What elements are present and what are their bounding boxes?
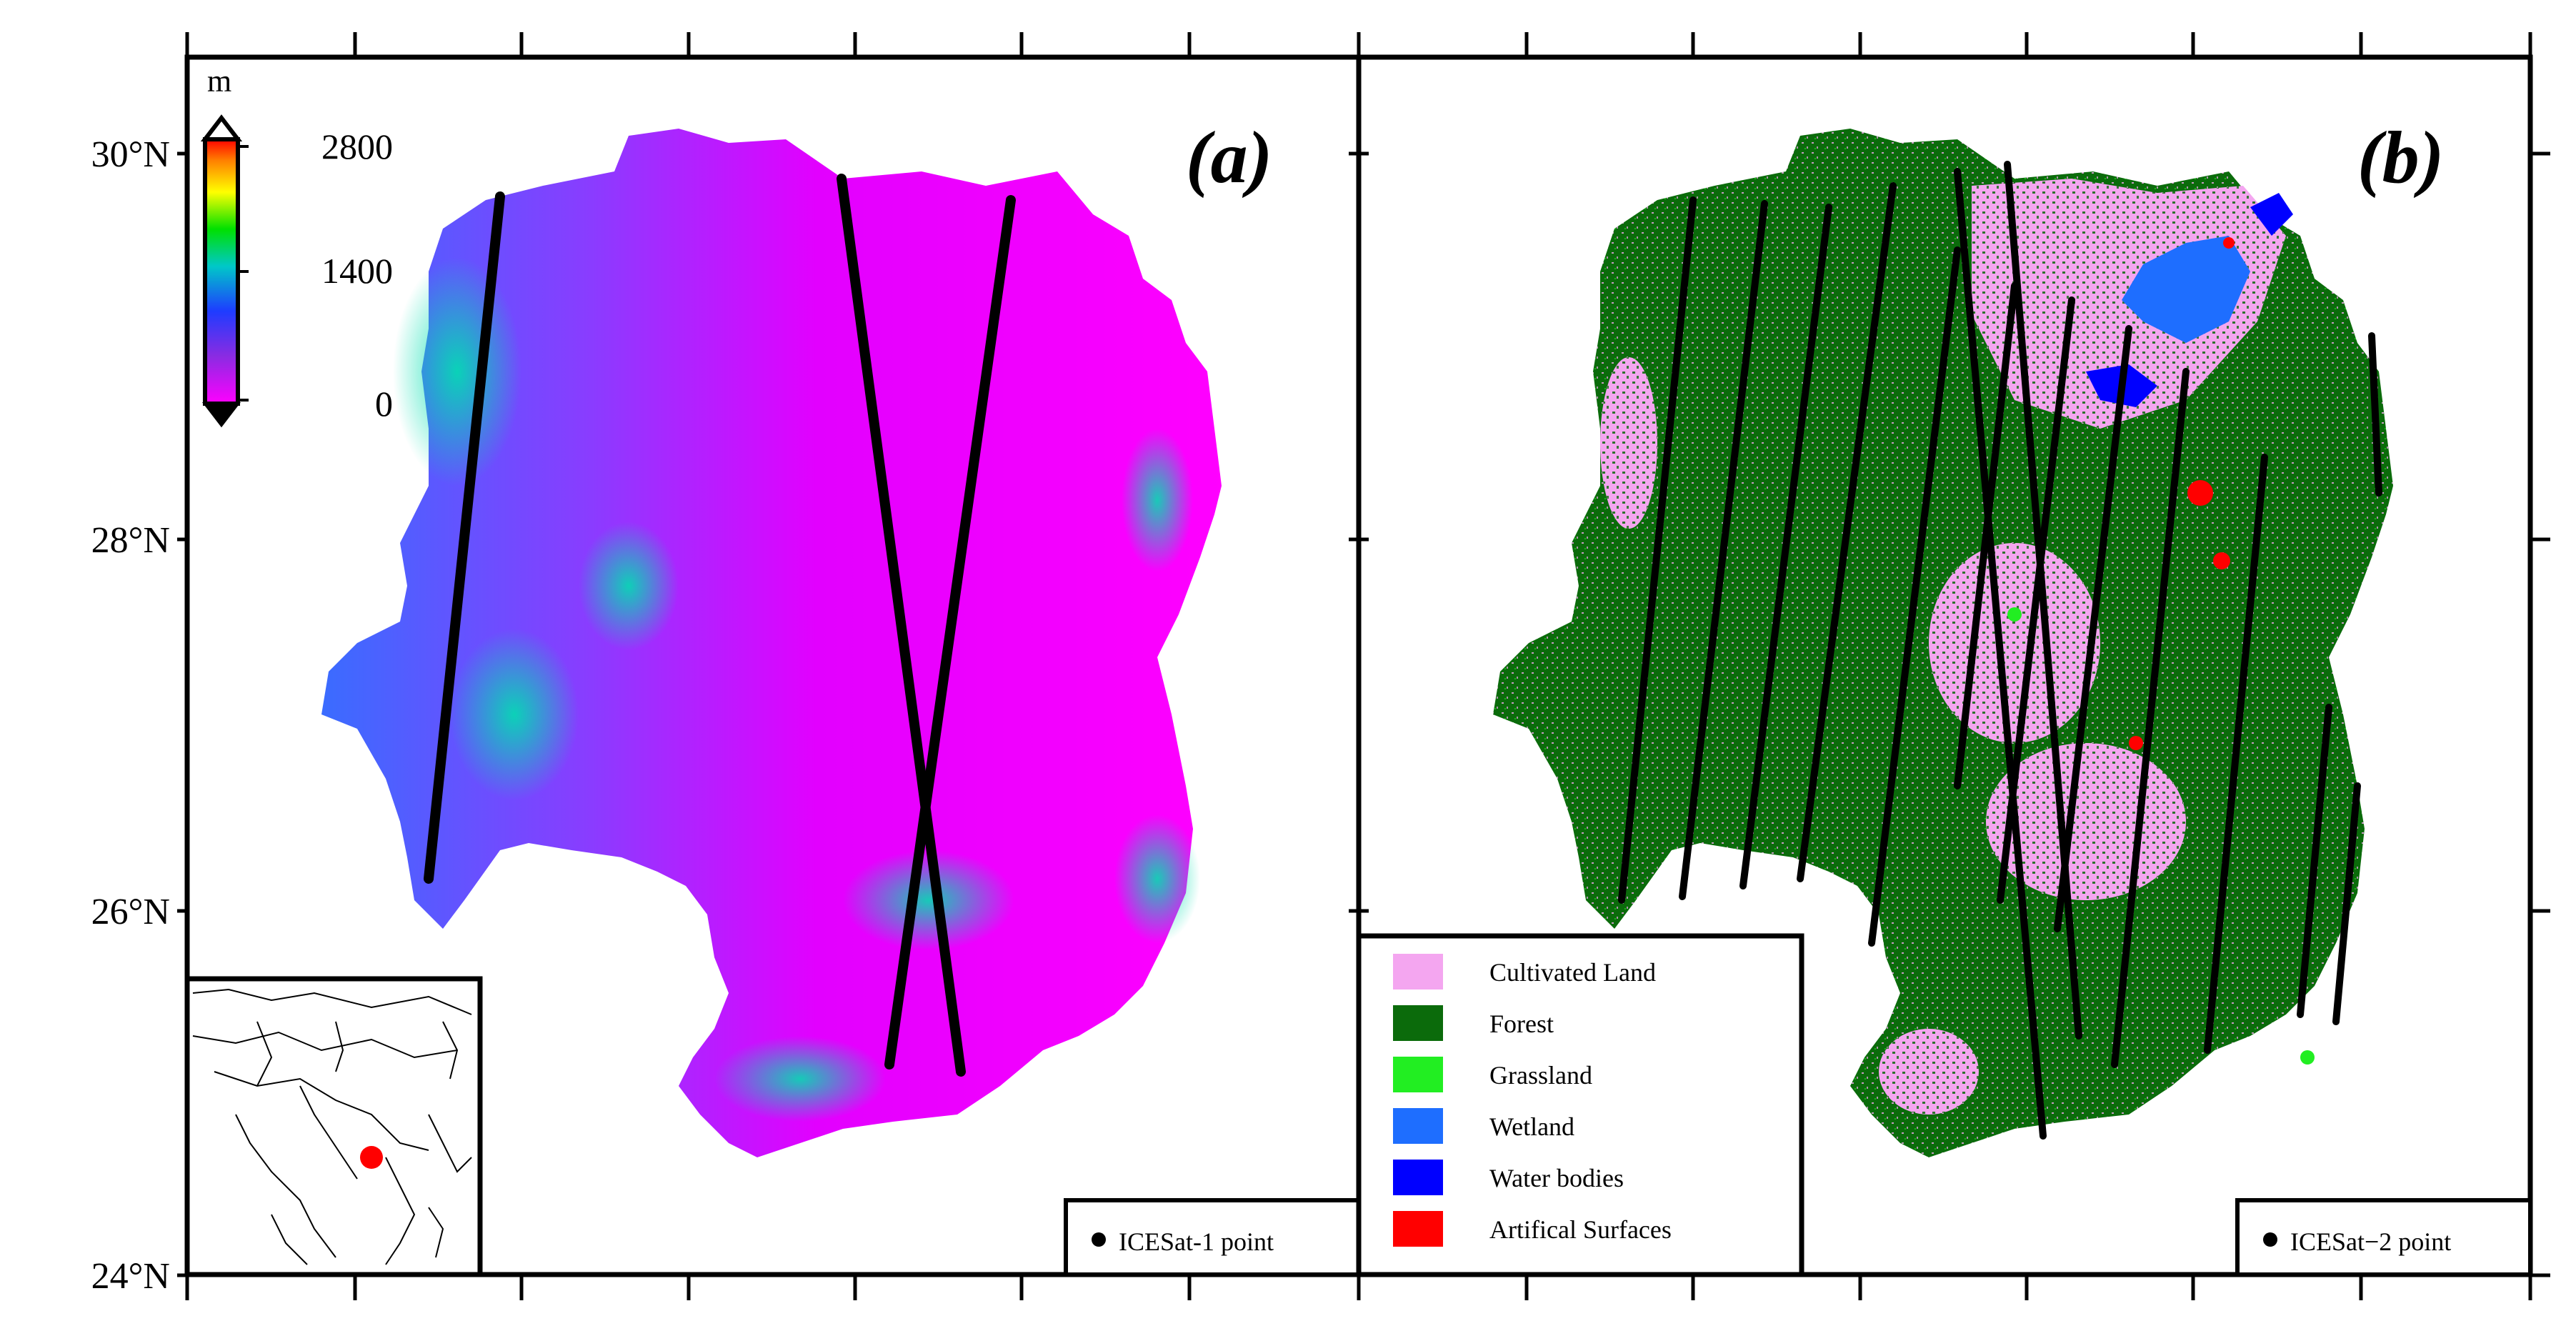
legend-swatch	[1393, 1005, 1443, 1041]
legend-swatch	[1393, 1108, 1443, 1144]
legend-label: Water bodies	[1489, 1164, 1624, 1192]
water-body	[2250, 193, 2293, 236]
legend-label: Grassland	[1489, 1061, 1592, 1090]
dem-highland	[393, 257, 521, 486]
wetland-area	[2122, 236, 2250, 343]
panel-a: m 2800 1400 0 (a)	[184, 54, 1362, 1277]
panel-a-label: (a)	[1186, 116, 1272, 199]
grassland-patch	[2300, 1050, 2315, 1065]
panel-b-legend-label: ICESat−2 point	[2290, 1227, 2451, 1256]
colorbar-tick-mid: 1400	[321, 251, 393, 291]
y-tick-label: 30°N	[91, 134, 170, 175]
legend-swatch	[1393, 1057, 1443, 1092]
colorbar-unit: m	[207, 64, 231, 99]
artificial-surface	[2129, 736, 2143, 750]
grassland-patch	[2007, 607, 2022, 622]
point-icon	[1092, 1232, 1106, 1247]
dem-highland	[1122, 429, 1193, 572]
cultivated-land-area	[1929, 543, 2100, 743]
y-tick-label: 26°N	[91, 892, 170, 932]
cultivated-land-area	[1879, 1029, 1979, 1115]
dem-highland	[843, 850, 1014, 950]
legend-label: Artifical Surfaces	[1489, 1215, 1672, 1244]
legend-label: Wetland	[1489, 1112, 1574, 1141]
artificial-surface	[2223, 237, 2235, 249]
colorbar-tick-max: 2800	[321, 126, 393, 166]
legend-swatch	[1393, 1211, 1443, 1247]
colorbar: m 2800 1400 0	[200, 64, 393, 428]
artificial-surface	[2213, 552, 2230, 569]
legend-label: Forest	[1489, 1010, 1554, 1038]
y-tick-label: 28°N	[91, 520, 170, 561]
point-icon	[2263, 1232, 2277, 1247]
landcover-legend: Cultivated Land Forest Grassland Wetland Wat…	[1356, 933, 1804, 1277]
icesat1-track	[884, 195, 1016, 1070]
dem-highland	[1114, 814, 1200, 943]
axes: 30°N 28°N 26°N 24°N	[91, 32, 2550, 1300]
legend-label: Cultivated Land	[1489, 958, 1656, 987]
icesat1-track	[424, 191, 505, 884]
colorbar-bottom-arrow	[201, 402, 241, 428]
artificial-surface	[2187, 480, 2213, 506]
y-tick-label: 24°N	[91, 1256, 170, 1297]
study-area-marker	[360, 1146, 383, 1169]
legend-swatch	[1393, 954, 1443, 989]
colorbar-bar	[203, 137, 240, 406]
cultivated-land-area	[1600, 357, 1657, 529]
icesat2-tracks	[1618, 161, 2382, 1140]
panel-b: (b) Cultivated Land Forest Grassland Wetlan…	[1356, 54, 2533, 1277]
asia-locator-map-icon	[192, 988, 472, 1265]
colorbar-tick-min: 0	[375, 384, 393, 424]
panel-a-point-legend: ICESat-1 point	[1064, 1198, 1361, 1277]
panel-a-legend-label: ICESat-1 point	[1119, 1227, 1274, 1256]
icesat1-track	[837, 174, 966, 1077]
dem-highland	[450, 629, 579, 800]
panel-b-point-legend: ICESat−2 point	[2235, 1198, 2532, 1277]
dem-highland	[579, 522, 679, 650]
inset-map	[184, 976, 483, 1277]
legend-swatch	[1393, 1160, 1443, 1195]
dem-highland	[714, 1036, 886, 1122]
panel-b-label: (b)	[2357, 116, 2444, 199]
